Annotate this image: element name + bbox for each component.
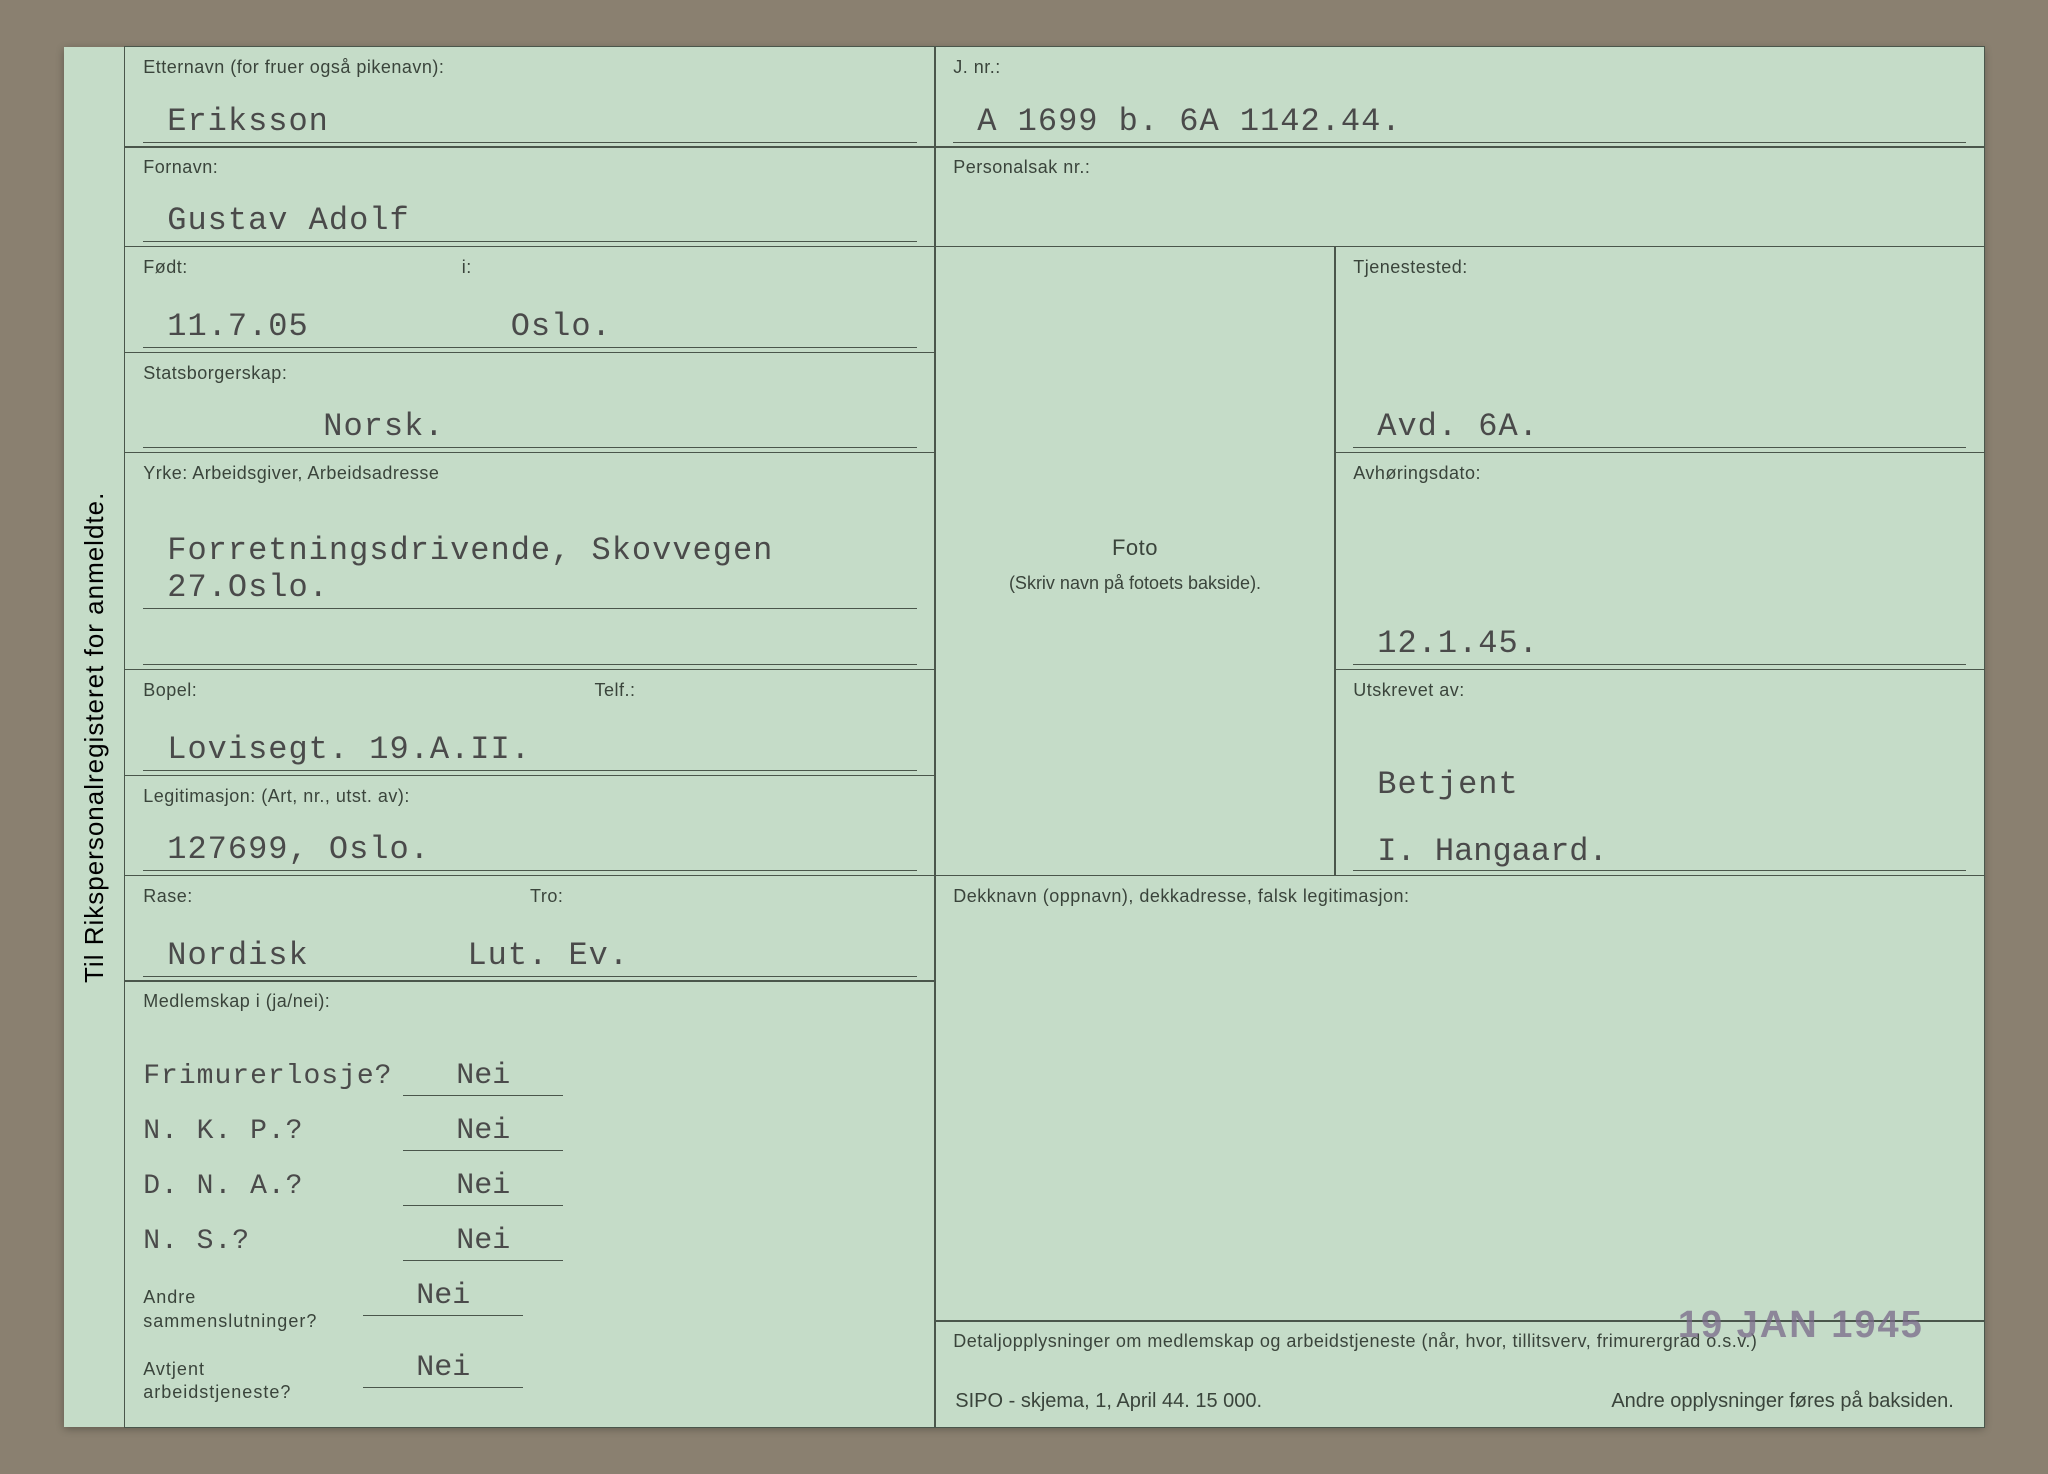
membership-label: Frimurerlosje? [143, 1061, 403, 1092]
label-yrke: Yrke: Arbeidsgiver, Arbeidsadresse [143, 463, 917, 484]
membership-row: D. N. A.?Nei [143, 1169, 917, 1206]
label-etternavn: Etternavn (for fruer også pikenavn): [143, 57, 917, 78]
membership-row: Avtjent arbeidstjeneste?Nei [143, 1351, 917, 1405]
membership-row: Andre sammenslutninger?Nei [143, 1279, 917, 1333]
value-fornavn: Gustav Adolf [143, 198, 917, 242]
membership-label: D. N. A.? [143, 1171, 403, 1202]
membership-value: Nei [403, 1224, 563, 1261]
membership-value: Nei [363, 1279, 523, 1316]
field-medlemskap: Medlemskap i (ja/nei): Frimurerlosje?Nei… [124, 980, 936, 1427]
value-avhoringsdato: 12.1.45. [1353, 621, 1966, 665]
value-yrke-line2 [143, 631, 917, 665]
field-statsborgerskap: Statsborgerskap: Norsk. [124, 352, 936, 453]
membership-label: N. S.? [143, 1226, 403, 1257]
value-utskrevet-2: I. Hangaard. [1353, 833, 1966, 871]
label-telf: Telf.: [594, 680, 916, 701]
value-bopel: Lovisegt. 19.A.II. [143, 727, 917, 771]
membership-label: Andre sammenslutninger? [143, 1286, 363, 1333]
label-tro: Tro: [530, 886, 917, 907]
footer-right: Andre opplysninger føres på baksiden. [1611, 1390, 1953, 1413]
membership-value: Nei [403, 1114, 563, 1151]
field-yrke: Yrke: Arbeidsgiver, Arbeidsadresse Forre… [124, 452, 936, 671]
medlemskap-rows: Frimurerlosje?NeiN. K. P.?NeiD. N. A.?Ne… [143, 1049, 917, 1423]
footer-left: SIPO - skjema, 1, April 44. 15 000. [955, 1390, 1262, 1413]
value-fodt-date: 11.7.05 [167, 308, 308, 345]
vertical-title: Til Rikspersonalregisteret for anmeldte. [64, 47, 125, 1427]
value-statsborgerskap: Norsk. [143, 404, 917, 448]
label-foto: Foto [1009, 535, 1261, 561]
field-detaljer: Detaljopplysninger om medlemskap og arbe… [934, 1320, 1985, 1427]
field-personalsak: Personalsak nr.: [934, 146, 1985, 247]
label-jnr: J. nr.: [953, 57, 1966, 78]
field-avhoringsdato: Avhøringsdato: 12.1.45. [1334, 452, 1985, 671]
label-statsborgerskap: Statsborgerskap: [143, 363, 917, 384]
value-fodt: 11.7.05 Oslo. [143, 304, 917, 348]
label-utskrevet: Utskrevet av: [1353, 680, 1966, 701]
label-bopel: Bopel: [143, 680, 594, 701]
membership-value: Nei [403, 1169, 563, 1206]
label-tjenestested: Tjenestested: [1353, 257, 1966, 278]
value-rase: Nordisk [167, 937, 447, 974]
label-personalsak: Personalsak nr.: [953, 157, 1966, 178]
label-avhoringsdato: Avhøringsdato: [1353, 463, 1966, 484]
value-rase-tro: Nordisk Lut. Ev. [143, 933, 917, 977]
field-bopel: Bopel: Telf.: Lovisegt. 19.A.II. [124, 669, 936, 776]
field-tjenestested: Tjenestested: Avd. 6A. [1334, 246, 1985, 453]
label-fodt-i: i: [462, 257, 917, 278]
sublabel-foto: (Skriv navn på fotoets bakside). [1009, 573, 1261, 594]
field-foto: Foto (Skriv navn på fotoets bakside). [934, 246, 1336, 876]
value-tjenestested: Avd. 6A. [1353, 404, 1966, 448]
label-dekknavn: Dekknavn (oppnavn), dekkadresse, falsk l… [953, 886, 1966, 907]
label-fornavn: Fornavn: [143, 157, 917, 178]
membership-value: Nei [363, 1351, 523, 1388]
value-etternavn: Eriksson [143, 99, 917, 143]
value-jnr: A 1699 b. 6A 1142.44. [953, 99, 1966, 143]
registration-card: Til Rikspersonalregisteret for anmeldte.… [64, 47, 1984, 1427]
field-fodt: Født: i: 11.7.05 Oslo. [124, 246, 936, 353]
membership-label: N. K. P.? [143, 1116, 403, 1147]
date-stamp: 19 JAN 1945 [1678, 1304, 1924, 1347]
label-legitimasjon: Legitimasjon: (Art, nr., utst. av): [143, 786, 917, 807]
field-rase: Rase: Tro: Nordisk Lut. Ev. [124, 875, 936, 982]
membership-label: Avtjent arbeidstjeneste? [143, 1358, 363, 1405]
value-legitimasjon: 127699, Oslo. [143, 827, 917, 871]
label-fodt: Født: [143, 257, 462, 278]
field-jnr: J. nr.: A 1699 b. 6A 1142.44. [934, 46, 1985, 147]
membership-value: Nei [403, 1059, 563, 1096]
value-yrke: Forretningsdrivende, Skovvegen 27.Oslo. [143, 528, 917, 609]
value-tro: Lut. Ev. [467, 937, 629, 974]
field-utskrevet: Utskrevet av: Betjent I. Hangaard. [1334, 669, 1985, 876]
field-fornavn: Fornavn: Gustav Adolf [124, 146, 936, 247]
membership-row: Frimurerlosje?Nei [143, 1059, 917, 1096]
field-etternavn: Etternavn (for fruer også pikenavn): Eri… [124, 46, 936, 147]
value-fodt-place: Oslo. [511, 308, 612, 345]
value-utskrevet-1: Betjent [1353, 762, 1966, 805]
membership-row: N. S.?Nei [143, 1224, 917, 1261]
form-grid: Etternavn (for fruer også pikenavn): Eri… [125, 47, 1984, 1427]
membership-row: N. K. P.?Nei [143, 1114, 917, 1151]
label-rase: Rase: [143, 886, 530, 907]
field-legitimasjon: Legitimasjon: (Art, nr., utst. av): 1276… [124, 775, 936, 876]
field-dekknavn: Dekknavn (oppnavn), dekkadresse, falsk l… [934, 875, 1985, 1322]
label-medlemskap: Medlemskap i (ja/nei): [143, 991, 917, 1012]
